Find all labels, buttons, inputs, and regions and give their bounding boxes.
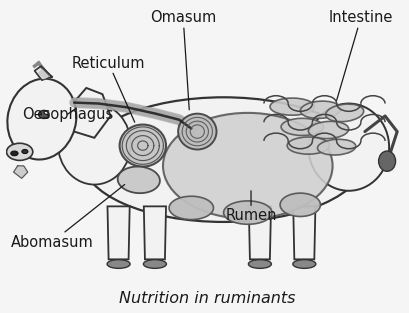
Circle shape	[38, 110, 49, 119]
Text: Omasum: Omasum	[150, 10, 216, 110]
Ellipse shape	[169, 196, 213, 220]
Ellipse shape	[82, 97, 364, 222]
Ellipse shape	[270, 98, 314, 115]
Polygon shape	[292, 206, 315, 259]
Ellipse shape	[11, 151, 18, 156]
Text: Rumen: Rumen	[225, 191, 276, 223]
Polygon shape	[107, 206, 129, 259]
Ellipse shape	[308, 121, 348, 139]
Polygon shape	[248, 206, 270, 259]
Text: Oesophagus: Oesophagus	[22, 107, 112, 122]
Text: Nutrition in ruminants: Nutrition in ruminants	[119, 291, 295, 306]
Polygon shape	[144, 206, 166, 259]
Ellipse shape	[300, 101, 340, 118]
Ellipse shape	[7, 143, 33, 160]
Ellipse shape	[22, 150, 28, 154]
Ellipse shape	[163, 113, 332, 219]
Polygon shape	[38, 70, 48, 79]
Ellipse shape	[117, 167, 160, 193]
Ellipse shape	[325, 104, 363, 122]
Text: Intestine: Intestine	[328, 10, 392, 100]
Ellipse shape	[107, 260, 130, 268]
Polygon shape	[70, 88, 110, 138]
Ellipse shape	[286, 137, 329, 154]
Ellipse shape	[119, 125, 166, 167]
Ellipse shape	[292, 260, 315, 268]
Polygon shape	[34, 66, 52, 80]
Ellipse shape	[378, 151, 395, 171]
Text: Abomasum: Abomasum	[11, 185, 124, 250]
Polygon shape	[13, 166, 28, 178]
Ellipse shape	[178, 114, 216, 150]
Circle shape	[44, 112, 47, 115]
Ellipse shape	[281, 118, 323, 136]
Ellipse shape	[317, 139, 355, 155]
Ellipse shape	[223, 201, 271, 224]
Ellipse shape	[143, 260, 166, 268]
Text: Reticulum: Reticulum	[72, 55, 145, 122]
Ellipse shape	[248, 260, 271, 268]
Ellipse shape	[308, 104, 388, 191]
Ellipse shape	[279, 193, 320, 217]
Ellipse shape	[58, 104, 130, 185]
Ellipse shape	[7, 79, 76, 160]
